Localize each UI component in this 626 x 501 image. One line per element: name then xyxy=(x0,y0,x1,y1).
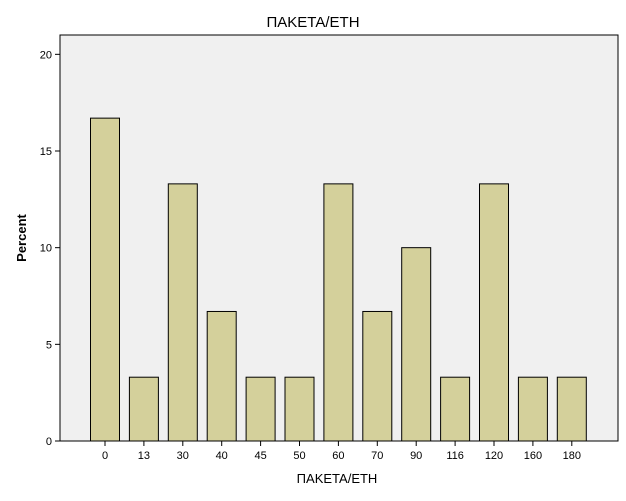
x-tick-label: 180 xyxy=(563,450,581,462)
x-tick-label: 160 xyxy=(524,450,542,462)
bar-116 xyxy=(440,376,471,442)
x-tick-label: 60 xyxy=(332,450,344,462)
bar-180 xyxy=(556,376,587,442)
bar-70 xyxy=(362,310,393,442)
bar-0 xyxy=(90,117,120,442)
x-axis: 0 13 30 40 45 50 60 70 90 116 120 160 180 xyxy=(102,441,581,462)
y-tick-label: 5 xyxy=(46,339,52,351)
bar-50 xyxy=(284,376,315,442)
y-tick-label: 0 xyxy=(46,436,52,448)
bars-group xyxy=(90,117,587,442)
x-tick-label: 50 xyxy=(293,450,305,462)
x-tick-label: 30 xyxy=(177,450,189,462)
y-tick-label: 15 xyxy=(40,146,52,158)
bar-120 xyxy=(479,183,509,442)
bar-60 xyxy=(323,183,354,442)
x-tick-label: 0 xyxy=(102,450,108,462)
x-tick-label: 116 xyxy=(446,450,464,462)
x-tick-label: 40 xyxy=(216,450,228,462)
bar-40 xyxy=(206,310,237,442)
y-axis-title: Percent xyxy=(14,213,29,261)
y-axis: 0 5 10 15 20 xyxy=(40,49,60,448)
chart-title: ΠΑΚΕΤΑ/ΕΤΗ xyxy=(266,14,359,31)
bar-30 xyxy=(167,183,198,442)
bar-45 xyxy=(245,376,276,442)
x-axis-title: ΠΑΚΕΤΑ/ΕΤΗ xyxy=(297,471,378,486)
x-tick-label: 70 xyxy=(371,450,383,462)
y-tick-label: 10 xyxy=(40,243,52,255)
bar-90 xyxy=(401,247,432,442)
y-tick-label: 20 xyxy=(40,49,52,61)
bar-160 xyxy=(517,376,548,442)
x-tick-label: 120 xyxy=(485,450,503,462)
x-tick-label: 45 xyxy=(254,450,266,462)
x-tick-label: 90 xyxy=(410,450,422,462)
bar-13 xyxy=(128,376,159,442)
x-tick-label: 13 xyxy=(138,450,150,462)
